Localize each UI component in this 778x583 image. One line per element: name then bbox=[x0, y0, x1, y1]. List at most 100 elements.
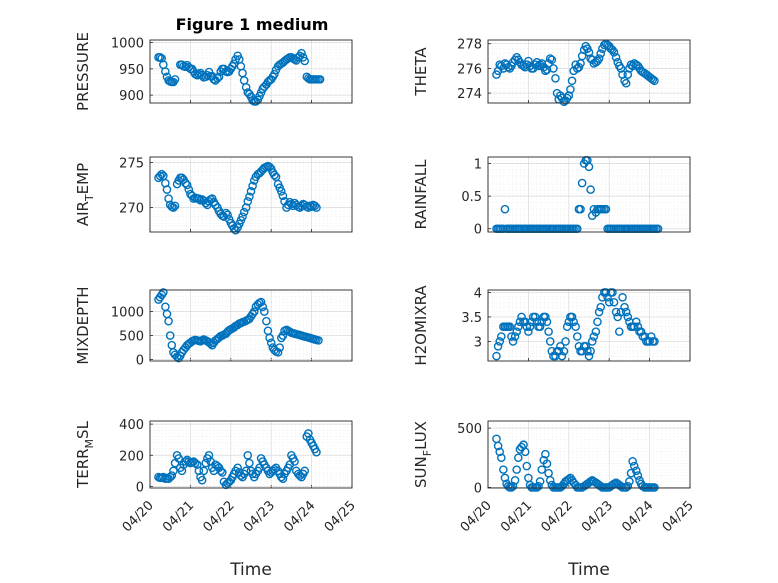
y-axis-label: PRESSURE bbox=[74, 32, 92, 111]
data-point bbox=[559, 346, 569, 356]
figure-title: Figure 1 medium bbox=[176, 15, 329, 34]
data-markers bbox=[154, 161, 321, 235]
x-tick-label: 04/25 bbox=[660, 498, 697, 535]
data-point bbox=[262, 316, 271, 326]
data-point bbox=[197, 475, 207, 485]
data-point bbox=[493, 441, 503, 451]
data-point bbox=[547, 55, 557, 65]
data-point bbox=[535, 477, 545, 486]
data-point bbox=[520, 317, 530, 327]
y-tick-label: 950 bbox=[119, 63, 144, 78]
y-axis-label: H2OMIXRA bbox=[412, 285, 430, 366]
data-point bbox=[493, 342, 503, 351]
y-tick-label: 0 bbox=[136, 480, 144, 495]
y-axis-label-subscript: F bbox=[421, 450, 434, 456]
x-tick-label: 04/24 bbox=[281, 498, 318, 535]
data-point bbox=[278, 191, 288, 201]
y-tick-label: 1 bbox=[474, 158, 482, 173]
data-point bbox=[241, 82, 251, 92]
data-point bbox=[591, 327, 601, 336]
data-point bbox=[611, 52, 621, 62]
data-point bbox=[541, 66, 550, 76]
data-point bbox=[170, 201, 180, 211]
data-point bbox=[545, 54, 555, 63]
data-point bbox=[512, 465, 521, 474]
data-point bbox=[609, 48, 619, 57]
data-point bbox=[508, 337, 518, 346]
data-point bbox=[238, 212, 247, 221]
data-point bbox=[562, 322, 572, 332]
data-point bbox=[645, 337, 654, 346]
data-point bbox=[650, 76, 659, 86]
data-point bbox=[631, 317, 641, 327]
data-point bbox=[648, 75, 658, 84]
data-point bbox=[159, 288, 168, 297]
data-point bbox=[266, 338, 276, 348]
data-point bbox=[512, 327, 521, 336]
data-point bbox=[216, 466, 225, 476]
data-point bbox=[596, 302, 606, 312]
data-point bbox=[589, 332, 599, 341]
axes-box bbox=[149, 289, 353, 362]
x-tick-label: 04/25 bbox=[322, 498, 359, 535]
subplot-8: 0 500 SUNFLUX 04/20 04/21 04/22 04/23 04/24 04/2… bbox=[412, 420, 697, 580]
subplot-3: 270 275 AIRTEMP bbox=[74, 156, 353, 235]
data-point bbox=[495, 447, 505, 457]
y-tick-label: 3.5 bbox=[461, 311, 482, 326]
y-axis-label-subscript: T bbox=[83, 194, 96, 202]
y-tick-label: 270 bbox=[119, 202, 144, 217]
data-point bbox=[497, 453, 506, 463]
data-point bbox=[586, 185, 595, 194]
subplot-1: 900 950 1000 PRESSURE bbox=[74, 32, 353, 111]
data-point bbox=[596, 49, 606, 58]
data-point bbox=[545, 337, 555, 346]
data-point bbox=[155, 53, 165, 62]
data-point bbox=[522, 461, 532, 471]
data-point bbox=[615, 327, 624, 336]
data-point bbox=[583, 346, 592, 356]
y-tick-label: 278 bbox=[457, 38, 482, 53]
data-point bbox=[522, 322, 532, 332]
data-point bbox=[611, 307, 621, 317]
y-axis-label-part: AIR bbox=[74, 201, 92, 226]
data-point bbox=[515, 317, 525, 327]
data-markers bbox=[154, 429, 321, 490]
y-axis-label: RAINFALL bbox=[412, 159, 430, 230]
data-point bbox=[239, 207, 249, 217]
y-tick-label: 0 bbox=[474, 481, 482, 496]
data-point bbox=[514, 453, 523, 463]
data-markers bbox=[492, 39, 659, 107]
data-point bbox=[507, 332, 516, 341]
x-axis-label: Time bbox=[229, 560, 272, 580]
data-point bbox=[587, 337, 597, 346]
x-axis-label: Time bbox=[567, 560, 610, 580]
data-point bbox=[534, 481, 543, 491]
data-point bbox=[275, 343, 284, 352]
y-tick-label: 400 bbox=[119, 418, 144, 433]
data-point bbox=[594, 54, 604, 63]
data-point bbox=[310, 201, 320, 211]
data-point bbox=[492, 351, 501, 361]
data-point bbox=[157, 169, 167, 179]
data-point bbox=[243, 450, 253, 460]
y-tick-label: 3 bbox=[474, 335, 482, 350]
y-tick-label: 500 bbox=[457, 422, 482, 437]
y-axis-label: SUNFLUX bbox=[412, 421, 434, 488]
x-tick-label: 04/23 bbox=[579, 498, 616, 535]
data-point bbox=[601, 288, 611, 297]
data-point bbox=[530, 312, 540, 322]
y-tick-label: 4 bbox=[474, 286, 482, 301]
data-point bbox=[600, 40, 609, 50]
data-point bbox=[569, 317, 578, 327]
x-tick-label: 04/21 bbox=[498, 498, 535, 535]
data-point bbox=[541, 449, 550, 459]
axes-box bbox=[487, 39, 691, 104]
data-point bbox=[499, 465, 508, 474]
axes-box bbox=[149, 156, 353, 233]
x-tick-label: 04/22 bbox=[201, 498, 238, 535]
data-point bbox=[170, 75, 180, 84]
data-point bbox=[290, 457, 299, 466]
x-tick-label: 04/21 bbox=[160, 498, 197, 535]
data-point bbox=[620, 302, 629, 312]
